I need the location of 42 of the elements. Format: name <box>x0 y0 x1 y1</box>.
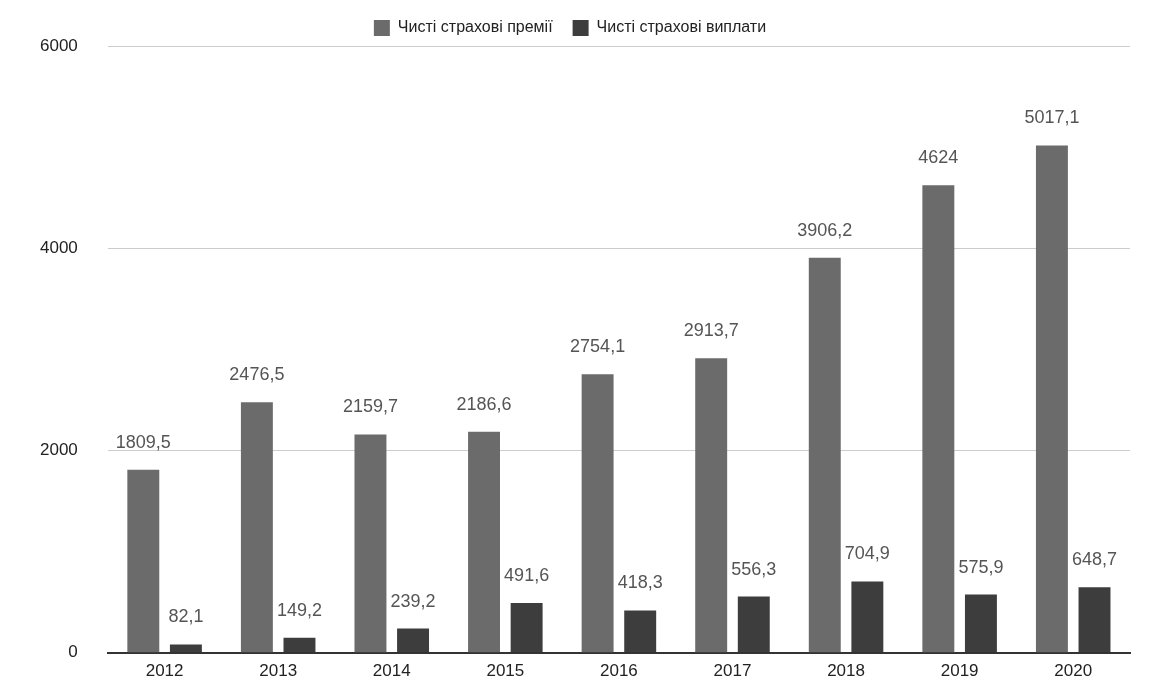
bar <box>354 434 387 653</box>
data-label: 2913,7 <box>683 320 739 341</box>
legend-label: Чисті страхові виплати <box>596 18 767 36</box>
data-label: 2186,6 <box>456 393 512 414</box>
data-label: 418,3 <box>617 572 663 593</box>
x-tick-label: 2019 <box>940 660 979 680</box>
data-label: 491,6 <box>504 565 550 586</box>
y-tick-label: 6000 <box>39 35 78 55</box>
bar <box>922 185 955 653</box>
x-tick-label: 2016 <box>600 660 638 680</box>
y-tick-label: 0 <box>68 642 78 662</box>
data-label: 149,2 <box>276 599 322 620</box>
bar <box>468 431 501 653</box>
x-tick-label: 2020 <box>1054 660 1093 680</box>
y-tick-label: 2000 <box>39 440 78 460</box>
data-label: 4624 <box>918 147 959 168</box>
x-tick-label: 2017 <box>713 660 752 680</box>
data-label: 2159,7 <box>342 396 398 417</box>
data-label: 648,7 <box>1071 549 1118 570</box>
x-tick-label: 2012 <box>145 660 184 680</box>
y-tick-label: 4000 <box>39 237 78 257</box>
data-label: 82,1 <box>168 606 204 627</box>
data-label: 704,9 <box>844 543 890 564</box>
data-label: 239,2 <box>390 590 436 611</box>
x-tick-label: 2018 <box>827 660 865 680</box>
bar <box>127 469 160 653</box>
data-label: 3906,2 <box>797 219 853 240</box>
data-label: 556,3 <box>731 558 777 579</box>
x-tick-label: 2014 <box>372 660 411 680</box>
data-label: 5017,1 <box>1024 107 1080 128</box>
legend-label: Чисті страхові премії <box>397 18 554 36</box>
bar <box>1035 145 1068 653</box>
bar <box>808 257 841 653</box>
bar <box>695 358 728 653</box>
data-label: 575,9 <box>958 556 1004 577</box>
x-tick-label: 2015 <box>486 660 525 680</box>
data-label: 2476,5 <box>229 364 285 385</box>
bar <box>581 374 614 653</box>
data-label: 2754,1 <box>570 336 626 357</box>
data-label: 1809,5 <box>115 431 171 452</box>
bar <box>240 402 273 653</box>
x-tick-label: 2013 <box>259 660 298 680</box>
